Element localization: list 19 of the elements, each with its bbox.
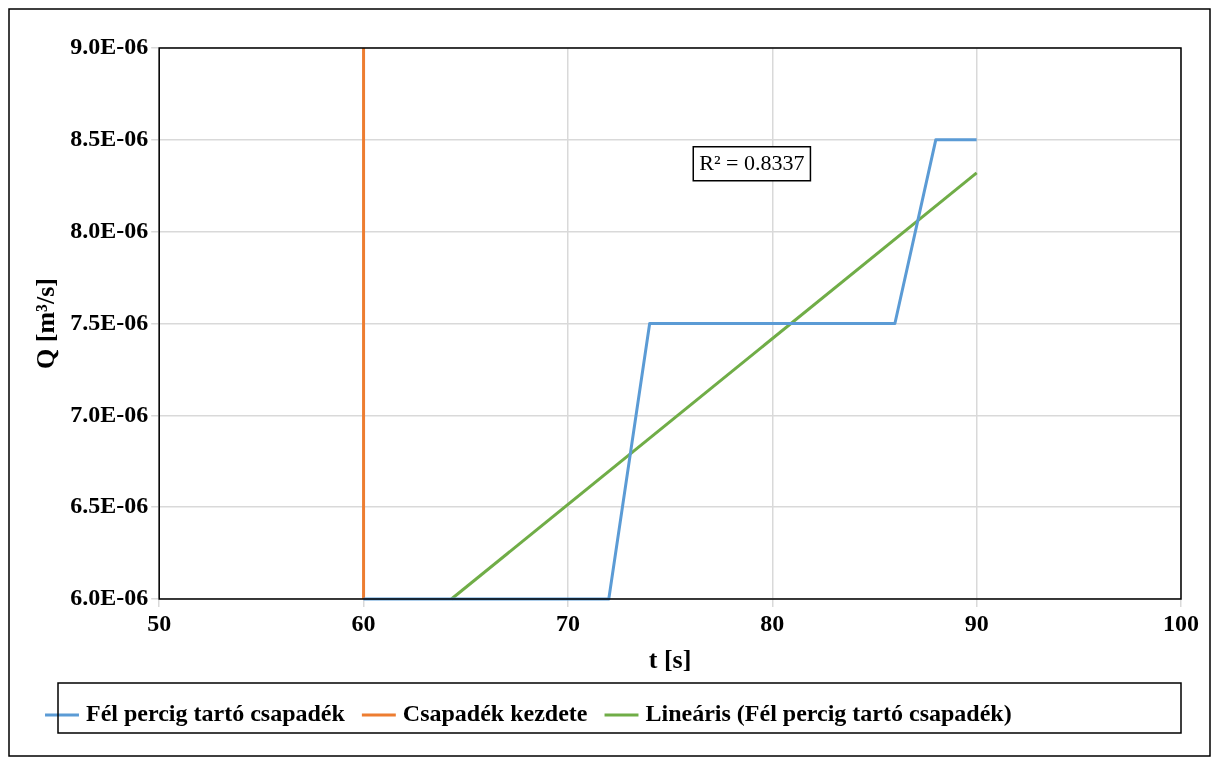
x-tick-label: 50: [147, 609, 172, 636]
legend-label: Lineáris (Fél percig tartó csapadék): [645, 700, 1012, 727]
legend-label: Fél percig tartó csapadék: [86, 700, 346, 727]
y-tick-label: 8.0E-06: [70, 216, 149, 243]
y-tick-label: 6.0E-06: [70, 584, 149, 611]
y-tick-label: 7.5E-06: [70, 308, 149, 335]
x-axis-title: t [s]: [648, 645, 692, 675]
annotation: R² = 0.8337: [699, 150, 805, 176]
y-tick-label: 8.5E-06: [70, 125, 149, 152]
x-tick-label: 90: [964, 609, 989, 636]
x-tick-label: 60: [351, 609, 376, 636]
y-axis-title: Q [m³/s]: [31, 278, 61, 369]
x-tick-label: 80: [760, 609, 785, 636]
y-tick-label: 9.0E-06: [70, 33, 149, 60]
x-tick-label: 70: [555, 609, 580, 636]
legend-label: Csapadék kezdete: [402, 700, 588, 727]
x-tick-label: 100: [1163, 609, 1199, 636]
y-tick-label: 6.5E-06: [70, 492, 149, 519]
y-tick-label: 7.0E-06: [70, 400, 149, 427]
